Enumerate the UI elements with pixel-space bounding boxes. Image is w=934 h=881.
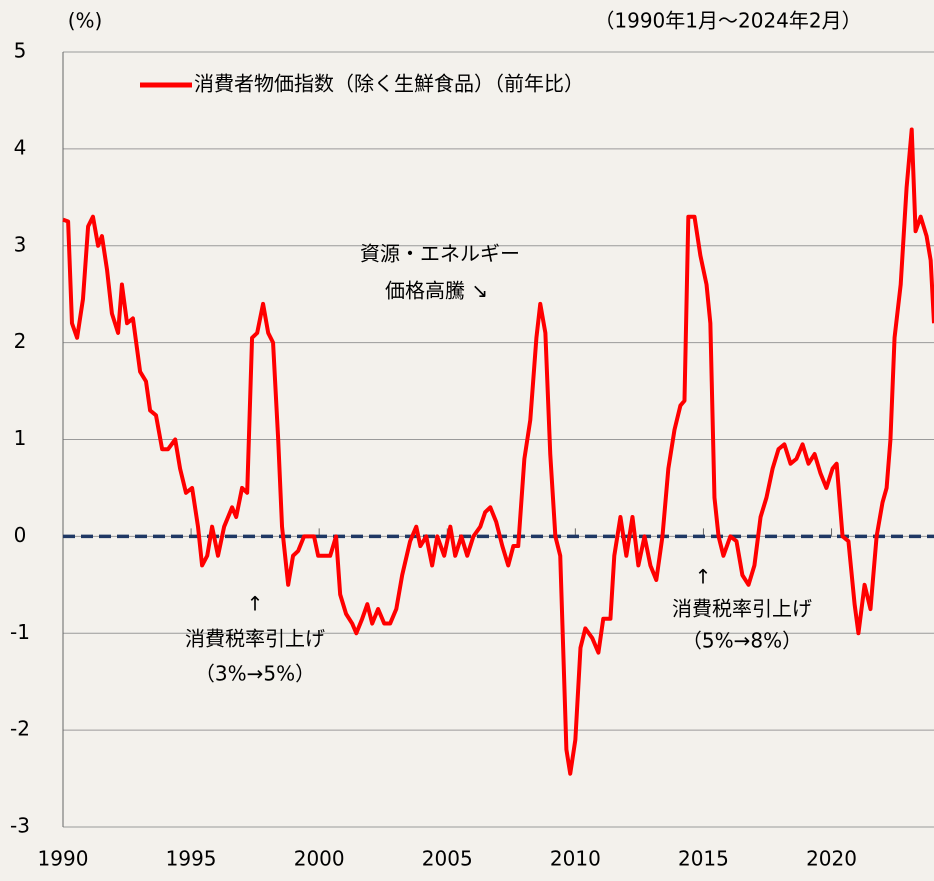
y-tick-label: 5 xyxy=(14,39,27,63)
y-tick-label: 2 xyxy=(14,329,27,353)
legend-label: 消費者物価指数（除く生鮮食品）（前年比） xyxy=(194,72,584,96)
annotation: （3%→5%） xyxy=(195,662,315,686)
x-tick-label: 1990 xyxy=(38,847,89,871)
y-tick-label: 1 xyxy=(14,426,27,450)
x-tick-label: 2005 xyxy=(422,847,473,871)
y-tick-label: -1 xyxy=(10,620,30,644)
x-tick-label: 2015 xyxy=(678,847,729,871)
annotation: ↑ xyxy=(695,565,712,589)
x-tick-label: 2010 xyxy=(550,847,601,871)
x-tick-label: 2000 xyxy=(294,847,345,871)
x-tick-label: 1995 xyxy=(166,847,217,871)
x-tick-label: 2020 xyxy=(806,847,857,871)
y-tick-label: 3 xyxy=(14,232,27,256)
annotation: （5%→8%） xyxy=(682,629,802,653)
annotation: ↑ xyxy=(247,592,264,616)
y-tick-label: -3 xyxy=(10,814,30,838)
y-unit-label: (%) xyxy=(68,9,103,33)
annotation: 価格高騰 ↘ xyxy=(385,279,488,303)
annotation: 消費税率引上げ xyxy=(185,627,325,651)
annotation: 資源・エネルギー xyxy=(360,242,520,266)
annotation: 消費税率引上げ xyxy=(672,597,812,621)
y-tick-label: 4 xyxy=(14,135,27,159)
data-line xyxy=(62,127,934,776)
period-label: （1990年1月～2024年2月） xyxy=(594,9,861,33)
y-tick-label: -2 xyxy=(10,717,30,741)
y-tick-label: 0 xyxy=(14,523,27,547)
